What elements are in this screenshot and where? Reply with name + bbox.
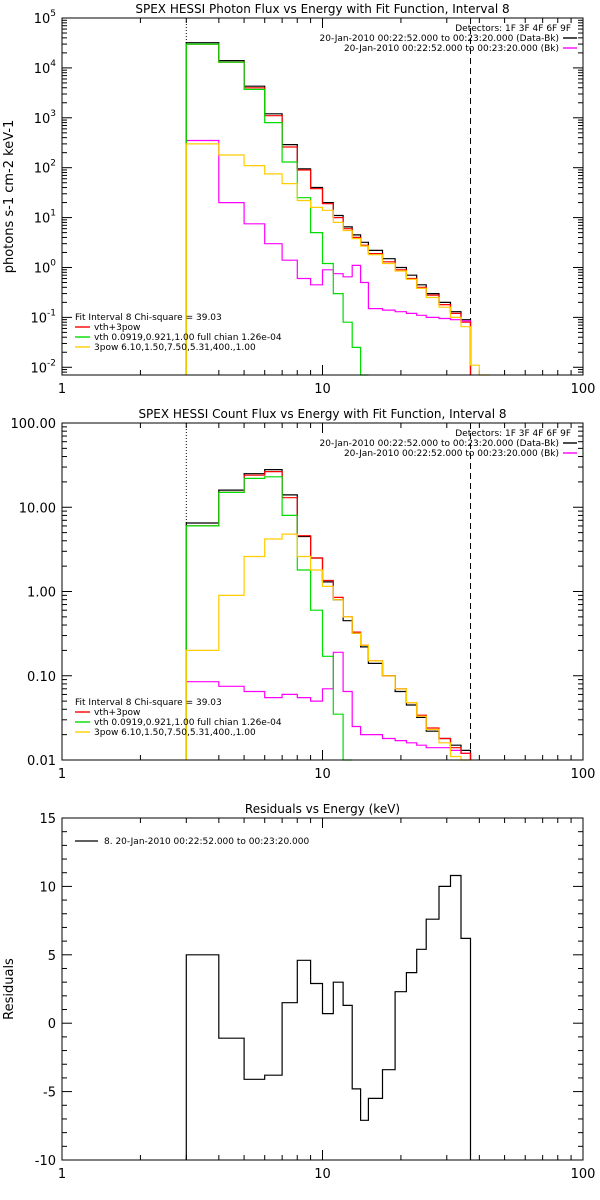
legend-label: 20-Jan-2010 00:22:52.000 to 00:23:20.000… <box>320 34 559 44</box>
y-tick-label: 5 <box>48 949 56 964</box>
legend-label: 8. 20-Jan-2010 00:22:52.000 to 00:23:20.… <box>104 837 309 847</box>
y-axis-label: Residuals <box>2 958 17 1020</box>
y-tick-base: 10 <box>34 12 51 27</box>
y-tick-label: 1.00 <box>27 586 56 601</box>
y-tick-base: 10 <box>34 212 51 227</box>
legend-label: 20-Jan-2010 00:22:52.000 to 00:23:20.000… <box>344 44 559 54</box>
y-tick-exponent: -1 <box>47 308 56 318</box>
y-tick-label: 10-1 <box>30 308 56 326</box>
y-axis-label: photons s-1 cm-2 keV-1 <box>2 120 17 274</box>
y-tick-label: 105 <box>34 9 56 27</box>
y-tick-label: 10 <box>39 880 56 895</box>
x-tick-label: 10 <box>314 767 331 782</box>
y-tick-base: 10 <box>34 261 51 276</box>
data-series-5 <box>185 533 471 761</box>
chart-title: Residuals vs Energy (keV) <box>245 802 400 816</box>
fit-legend-label: vth+3pow <box>94 708 140 718</box>
data-series-4 <box>185 43 369 376</box>
x-tick-label: 100 <box>571 767 596 782</box>
data-series-1 <box>185 874 472 1160</box>
plot-frame <box>61 817 584 1161</box>
fit-legend-label: vth+3pow <box>94 323 140 333</box>
fit-legend-label: 3pow 6.10,1.50,7.50,5.31,400.,1.00 <box>94 728 256 738</box>
fit-legend-header: Fit Interval 8 Chi-square = 39.03 <box>75 698 222 708</box>
chart-title: SPEX HESSI Count Flux vs Energy with Fit… <box>138 407 506 421</box>
fit-legend-header: Fit Interval 8 Chi-square = 39.03 <box>75 313 222 323</box>
x-tick-label: 1 <box>58 1167 66 1182</box>
y-tick-base: 10 <box>34 62 51 77</box>
x-tick-label: 10 <box>314 1167 331 1182</box>
x-tick-label: 100 <box>571 382 596 397</box>
data-series-1 <box>185 42 472 375</box>
x-tick-label: 1 <box>58 767 66 782</box>
y-tick-label: -5 <box>43 1086 56 1101</box>
y-tick-exponent: 0 <box>50 258 56 268</box>
data-series-3 <box>185 43 472 375</box>
fit-legend-label: vth 0.0919,0.921,1.00 full chian 1.26e-0… <box>94 333 282 343</box>
x-tick-label: 1 <box>58 382 66 397</box>
y-tick-base: 10 <box>34 112 51 127</box>
data-series-4 <box>185 476 353 761</box>
legend-header: Detectors: 1F 3F 4F 6F 9F <box>455 24 571 34</box>
plot-frame <box>61 17 584 376</box>
data-series-3 <box>185 471 472 760</box>
legend-label: 20-Jan-2010 00:22:52.000 to 00:23:20.000… <box>320 439 559 449</box>
fit-legend-label: 3pow 6.10,1.50,7.50,5.31,400.,1.00 <box>94 343 256 353</box>
x-tick-label: 10 <box>314 382 331 397</box>
y-tick-label: 104 <box>34 59 57 77</box>
chart-title: SPEX HESSI Photon Flux vs Energy with Fi… <box>135 2 509 16</box>
fit-legend-label: vth 0.0919,0.921,1.00 full chian 1.26e-0… <box>94 718 282 728</box>
chart-panel-2: SPEX HESSI Count Flux vs Energy with Fit… <box>11 407 596 782</box>
legend-header: Detectors: 1F 3F 4F 6F 9F <box>455 429 571 439</box>
data-series-5 <box>185 143 491 376</box>
y-tick-exponent: -2 <box>47 358 56 368</box>
y-tick-base: 10 <box>34 162 51 177</box>
y-tick-label: 102 <box>34 159 56 177</box>
y-tick-label: 0.01 <box>27 754 56 769</box>
legend-label: 20-Jan-2010 00:22:52.000 to 00:23:20.000… <box>344 449 559 459</box>
y-tick-exponent: 2 <box>50 159 56 169</box>
y-tick-label: 15 <box>39 812 56 827</box>
chart-panel-1: SPEX HESSI Photon Flux vs Energy with Fi… <box>2 2 595 397</box>
y-tick-exponent: 4 <box>50 59 56 69</box>
y-tick-base: 10 <box>30 361 47 376</box>
y-tick-exponent: 3 <box>50 109 56 119</box>
data-series-2 <box>185 651 472 760</box>
y-tick-label: 100.00 <box>11 417 57 432</box>
y-tick-base: 10 <box>30 311 47 326</box>
y-tick-label: 100 <box>34 258 57 276</box>
y-tick-label: -10 <box>35 1154 56 1169</box>
y-tick-label: 10-2 <box>30 358 56 376</box>
plot-frame <box>61 422 584 761</box>
y-tick-label: 0 <box>48 1017 56 1032</box>
x-tick-label: 100 <box>571 1167 596 1182</box>
y-tick-label: 103 <box>34 109 56 127</box>
data-series-2 <box>185 139 472 375</box>
y-tick-label: 101 <box>34 209 56 227</box>
y-tick-label: 10.00 <box>19 501 56 516</box>
y-tick-exponent: 5 <box>50 9 56 19</box>
y-tick-exponent: 1 <box>50 209 56 219</box>
y-tick-label: 0.10 <box>27 670 56 685</box>
data-series-1 <box>185 469 472 760</box>
